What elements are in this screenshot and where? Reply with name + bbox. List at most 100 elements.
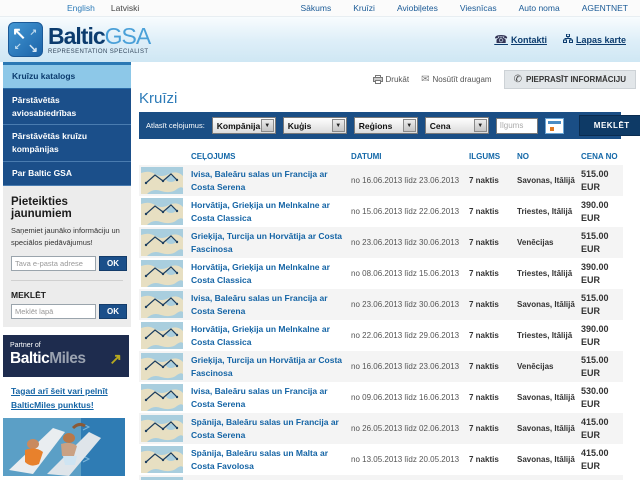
- nav-sakums[interactable]: Sākums: [300, 3, 332, 13]
- table-row: Horvātija, Grieķija un Melnkalne ar Cost…: [139, 320, 623, 351]
- cruise-title-link[interactable]: Spānija, Baleāru salas un Malta ar Costa…: [191, 448, 329, 471]
- cruise-duration: 7 naktis: [469, 331, 499, 340]
- cruise-departure-port: Savonas, Itālijā: [517, 455, 575, 464]
- cruise-dates: no 26.05.2013 līdz 02.06.2013: [351, 424, 460, 433]
- table-row: Ivisa, Baleāru salas un Francija ar Cost…: [139, 382, 623, 413]
- calendar-icon[interactable]: [544, 117, 564, 134]
- cruise-title-link[interactable]: Grieķija, Turcija un Horvātija ar Costa …: [191, 355, 343, 378]
- nav-aviobiletes[interactable]: Aviobiļetes: [396, 3, 438, 13]
- route-map-thumbnail[interactable]: [139, 352, 191, 381]
- duration-input[interactable]: [495, 117, 538, 134]
- cruise-title-link[interactable]: Ivisa, Baleāru salas un Francija ar Cost…: [191, 169, 328, 192]
- cruise-departure-port: Savonas, Itālijā: [517, 300, 575, 309]
- table-row: Ivisa, Baleāru salas un Francija ar Cost…: [139, 289, 623, 320]
- search-title: MEKLĒT: [11, 289, 46, 300]
- phone-icon: ☎: [494, 34, 508, 46]
- route-map-thumbnail[interactable]: [139, 383, 191, 412]
- send-to-friend-link[interactable]: ✉ Nosūtīt draugam: [421, 74, 492, 85]
- price-select[interactable]: Cena ▼: [424, 117, 489, 134]
- language-switcher: English Latviski: [12, 3, 139, 13]
- nav-viesnicas[interactable]: Viesnīcas: [459, 3, 497, 13]
- lapas-karte-link[interactable]: Lapas karte: [562, 33, 626, 45]
- balticmiles-banner[interactable]: Partner of BalticMiles ↗: [3, 334, 129, 377]
- nav-agentnet[interactable]: AGENTNET: [581, 3, 628, 13]
- cruise-title-link[interactable]: Horvātija, Grieķija un Melnkalne ar Cost…: [191, 200, 330, 223]
- cruise-title-link[interactable]: Ivisa, Baleāru salas un Francija ar Cost…: [191, 386, 328, 409]
- col-no: NO: [517, 152, 529, 161]
- cruise-table-header: CEĻOJUMS DATUMI ILGUMS NO CENA NO: [139, 147, 623, 165]
- chevron-down-icon: ▼: [260, 119, 274, 132]
- cruise-duration: 7 naktis: [469, 393, 499, 402]
- company-select[interactable]: Kompānija ▼: [211, 117, 276, 134]
- cruise-dates: no 22.06.2013 līdz 29.06.2013: [351, 331, 460, 340]
- col-celojums: CEĻOJUMS: [191, 152, 236, 161]
- page-title: Kruīzi: [139, 90, 178, 107]
- newsletter-ok-button[interactable]: OK: [99, 255, 127, 271]
- cruise-table: CEĻOJUMS DATUMI ILGUMS NO CENA NO Ivisa,…: [139, 147, 623, 480]
- cruise-dates: no 15.06.2013 līdz 22.06.2013: [351, 207, 460, 216]
- cruise-title-link[interactable]: Horvātija, Grieķija un Melnkalne ar Cost…: [191, 324, 330, 347]
- sidebar-item-kruizu-katalogs[interactable]: Kruīzu katalogs: [3, 62, 131, 89]
- balticmiles-promo-link[interactable]: Tagad arī šeit vari pelnīt BalticMiles p…: [11, 385, 108, 410]
- cruise-departure-port: Savonas, Itālijā: [517, 424, 575, 433]
- cruise-price: 515.00 EUR: [581, 230, 609, 254]
- cruise-departure-port: Triestes, Itālijā: [517, 207, 573, 216]
- cruise-title-link[interactable]: Horvātija, Grieķija un Melnkalne ar Cost…: [191, 262, 330, 285]
- route-map-thumbnail[interactable]: [139, 321, 191, 350]
- main-nav: Sākums Kruīzi Aviobiļetes Viesnīcas Auto…: [300, 3, 628, 13]
- logo-arrows-icon: ↖ ↗ ↙ ↘: [8, 22, 43, 57]
- cruise-price: 515.00 EUR: [581, 292, 609, 316]
- cruise-price: 530.00 EUR: [581, 385, 609, 409]
- balticmiles-arrow-icon: ↗: [109, 350, 122, 368]
- cruise-title-link[interactable]: Ivisa, Baleāru salas un Francija ar Cost…: [191, 293, 328, 316]
- cruise-table-body: Ivisa, Baleāru salas un Francija ar Cost…: [139, 165, 623, 480]
- request-info-button[interactable]: ✆ PIEPRASĪT INFORMĀCIJU: [503, 70, 636, 89]
- route-map-thumbnail[interactable]: [139, 476, 191, 480]
- route-map-thumbnail[interactable]: [139, 166, 191, 195]
- sidebar-item-parstavetas-kruizu-kompanijas[interactable]: Pārstāvētās kruīzu kompānijas: [3, 125, 131, 162]
- print-link[interactable]: Drukāt: [372, 75, 409, 84]
- route-map-thumbnail[interactable]: [139, 228, 191, 257]
- col-datumi: DATUMI: [351, 152, 382, 161]
- lang-latviski-link[interactable]: Latviski: [110, 3, 140, 13]
- newsletter-email-input[interactable]: [11, 255, 96, 271]
- route-map-thumbnail[interactable]: [139, 414, 191, 443]
- ship-select[interactable]: Kuģis ▼: [282, 117, 347, 134]
- route-map-thumbnail[interactable]: [139, 445, 191, 474]
- region-select[interactable]: Reģions ▼: [353, 117, 418, 134]
- filter-search-button[interactable]: MEKLĒT: [578, 115, 640, 136]
- cruise-title-link[interactable]: Grieķija, Turcija un Horvātija ar Costa …: [191, 231, 343, 254]
- cruise-dates: no 16.06.2013 līdz 23.06.2013: [351, 362, 460, 371]
- nav-auto-noma[interactable]: Auto noma: [518, 3, 560, 13]
- site-search-input[interactable]: [11, 303, 96, 319]
- newsletter-panel: Pieteikties jaunumiem Saņemiet jaunāko i…: [3, 185, 131, 327]
- cruise-dates: no 08.06.2013 līdz 15.06.2013: [351, 269, 460, 278]
- site-header: ↖ ↗ ↙ ↘ BalticGSA REPRESENTATION SPECIALIST…: [0, 17, 640, 62]
- sidebar-item-par-baltic-gsa[interactable]: Par Baltic GSA: [3, 161, 131, 186]
- cruise-duration: 7 naktis: [469, 238, 499, 247]
- lang-english-link[interactable]: English: [67, 3, 95, 13]
- search-ok-button[interactable]: OK: [99, 303, 127, 319]
- cruise-price: 390.00 EUR: [581, 261, 609, 285]
- table-row: Spānija, Baleāru salas un Malta ar Costa…: [139, 444, 623, 475]
- newsletter-title: Pieteikties jaunumiem: [11, 195, 72, 220]
- cruise-dates: no 09.06.2013 līdz 16.06.2013: [351, 393, 460, 402]
- cruise-departure-port: Savonas, Itālijā: [517, 393, 575, 402]
- logo-tagline: REPRESENTATION SPECIALIST: [48, 48, 149, 55]
- route-map-thumbnail[interactable]: [139, 259, 191, 288]
- logo[interactable]: ↖ ↗ ↙ ↘ BalticGSA REPRESENTATION SPECIALIST: [8, 22, 151, 57]
- cruise-duration: 7 naktis: [469, 207, 499, 216]
- cruise-departure-port: Venēcijas: [517, 238, 554, 247]
- sidebar-item-parstavetas-aviosabiedribas[interactable]: Pārstāvētās aviosabiedrības: [3, 88, 131, 126]
- cruise-price: 515.00 EUR: [581, 354, 609, 378]
- filter-label: Atlasīt ceļojumus:: [146, 121, 205, 130]
- cruise-title-link[interactable]: Spānija, Baleāru salas un Francija ar Co…: [191, 417, 339, 440]
- route-map-thumbnail[interactable]: [139, 290, 191, 319]
- route-map-thumbnail[interactable]: [139, 197, 191, 226]
- table-row: Ivisa, Baleāru salas un Francija ar Cost…: [139, 165, 623, 196]
- nav-kruizi[interactable]: Kruīzi: [353, 3, 375, 13]
- kontakti-link[interactable]: ☎ Kontakti: [494, 34, 547, 46]
- chevron-down-icon: ▼: [331, 119, 345, 132]
